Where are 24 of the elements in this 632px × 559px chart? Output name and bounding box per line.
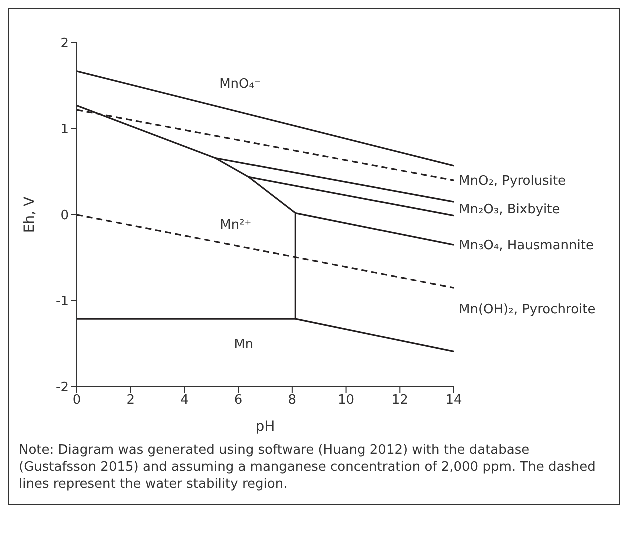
x-tick-label: 10 — [338, 393, 355, 408]
annotation: MnO₂, Pyrolusite — [459, 174, 566, 190]
y-tick-label: -2 — [56, 380, 69, 396]
x-tick-label: 0 — [72, 393, 82, 408]
figure-border: MnO₄⁻ MnO₂, Pyrolusite Mn₂O₃, Bixbyite Mn²⁺ Mn₃O₄, Hausmannite Mn(OH)₂, Pyrochroite Mn 0 2 4 6 8 10 12 14 pH -2 -1 0 1 2 Eh, V Note: Diagram was generated using software (Huang 2012) with the database (Gustafsson 2015) and assuming a manganese concentration of 2,000 ppm. The dashed lines represent the water stability region. — [8, 8, 620, 505]
y-tick-label: -1 — [56, 294, 69, 310]
annotation: Mn²⁺ — [220, 218, 252, 234]
y-tick-label: 0 — [60, 208, 69, 224]
y-axis-title: Eh, V — [22, 196, 38, 234]
text: Mn(OH)₂, Pyrochroite — [459, 302, 596, 318]
y-tick-label: 2 — [60, 36, 69, 52]
annotation: Mn — [234, 338, 254, 353]
annotation: Mn₃O₄, Hausmannite — [459, 238, 594, 254]
x-axis-title: pH — [256, 419, 276, 435]
x-tick-label: 14 — [446, 393, 462, 408]
x-tick-label: 4 — [180, 393, 189, 408]
y-tick-label: 1 — [60, 122, 69, 138]
annotation: MnO₄⁻ — [220, 76, 262, 92]
x-tick-label: 6 — [234, 393, 243, 408]
x-tick-label: 12 — [392, 393, 408, 408]
text: Mn₂O₃, Bixbyite — [459, 202, 560, 218]
x-tick-label: 8 — [288, 393, 297, 408]
x-tick-label: 2 — [126, 393, 135, 408]
text: Note: Diagram was generated using software (Huang 2012) with the database (Gustafsson 2015) and assuming a manganese concentration of 2,000 ppm. The dashed lines represent the water stability region. — [18, 442, 597, 494]
